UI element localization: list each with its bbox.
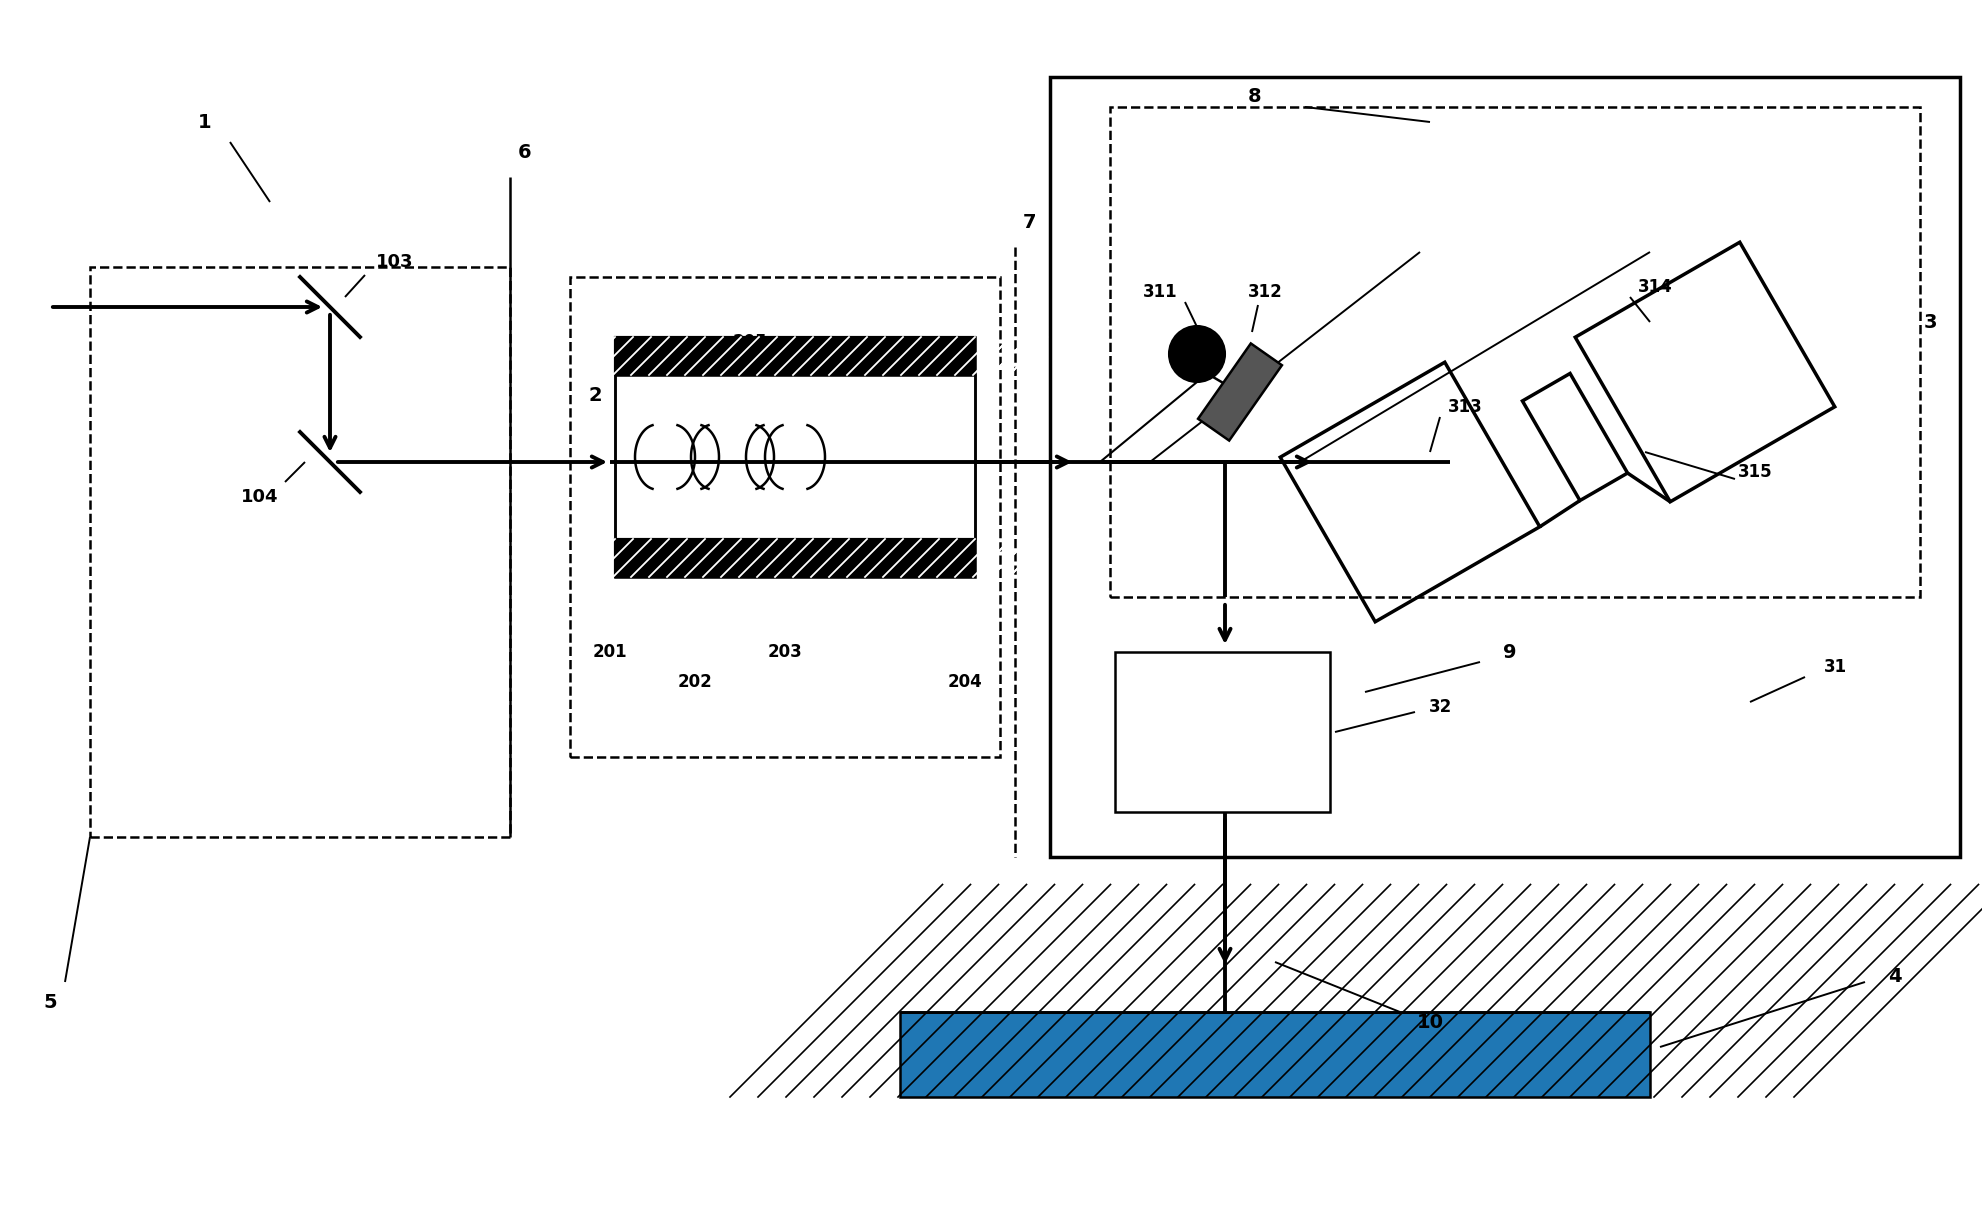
Text: 315: 315 [1736, 463, 1772, 482]
Bar [569, 276, 999, 757]
Text: 205: 205 [731, 333, 767, 351]
Bar [614, 337, 975, 375]
Bar [900, 1011, 1649, 1097]
Bar [614, 337, 975, 375]
Text: 10: 10 [1415, 1013, 1443, 1032]
Text: 32: 32 [1427, 698, 1451, 716]
Text: 314: 314 [1637, 278, 1671, 296]
Bar [614, 375, 975, 540]
Bar [900, 1011, 1649, 1097]
Circle shape [1169, 326, 1225, 381]
Text: 203: 203 [767, 643, 803, 661]
Bar [1050, 77, 1958, 857]
Bar [1110, 107, 1919, 597]
Text: 31: 31 [1823, 658, 1845, 676]
Bar [89, 267, 509, 836]
Text: 313: 313 [1447, 398, 1483, 416]
Text: 9: 9 [1502, 642, 1516, 661]
Bar [614, 540, 975, 577]
Text: 4: 4 [1887, 968, 1901, 986]
Text: 201: 201 [593, 643, 626, 661]
Text: 103: 103 [377, 253, 414, 272]
Text: 202: 202 [678, 674, 712, 690]
Text: 5: 5 [44, 992, 57, 1011]
Text: 1: 1 [198, 112, 212, 132]
Bar [1114, 652, 1330, 812]
Text: 311: 311 [1142, 282, 1177, 301]
Bar [614, 540, 975, 577]
Text: 8: 8 [1247, 87, 1261, 106]
Bar [614, 337, 975, 577]
Text: 3: 3 [1923, 313, 1936, 332]
Text: 312: 312 [1247, 282, 1282, 301]
Text: 7: 7 [1023, 212, 1037, 232]
Text: 104: 104 [242, 488, 279, 506]
Text: 6: 6 [517, 142, 531, 162]
Polygon shape [1197, 344, 1280, 441]
Text: 204: 204 [947, 674, 981, 690]
Text: 2: 2 [589, 385, 601, 404]
